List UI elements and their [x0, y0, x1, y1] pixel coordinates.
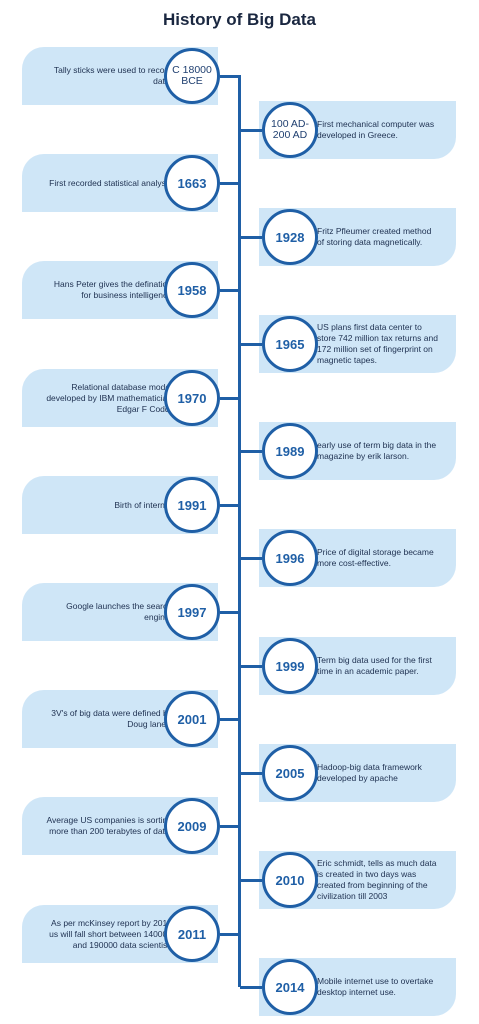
event-description: early use of term big data in the magazi…	[317, 440, 437, 461]
year-circle: 2010	[262, 852, 318, 908]
timeline-axis	[238, 75, 241, 987]
year-circle: 1989	[262, 423, 318, 479]
year-circle: 2005	[262, 745, 318, 801]
year-circle: 2011	[164, 906, 220, 962]
year-circle: 2014	[262, 959, 318, 1015]
event-year: 2010	[275, 872, 305, 888]
year-circle: 1965	[262, 316, 318, 372]
event-year: 100 AD-200 AD	[271, 118, 309, 141]
event-year: 1999	[275, 658, 305, 674]
year-circle: 1970	[164, 370, 220, 426]
event-year: 2005	[275, 765, 305, 781]
event-description: Relational database model developed by I…	[46, 381, 172, 414]
event-year: 1989	[275, 443, 305, 459]
connector-line	[220, 611, 240, 614]
year-circle: 1663	[164, 155, 220, 211]
connector-line	[220, 75, 240, 78]
connector-line	[240, 879, 262, 882]
event-description: Tally sticks were used to record data.	[53, 65, 172, 86]
event-description: Mobile internet use to overtake desktop …	[317, 976, 434, 997]
year-circle: 100 AD-200 AD	[262, 102, 318, 158]
connector-line	[240, 236, 262, 239]
connector-line	[220, 933, 240, 936]
connector-line	[240, 772, 262, 775]
connector-line	[220, 825, 240, 828]
event-description: Average US companies is sorting more tha…	[46, 815, 172, 836]
event-description: First recorded statistical analysis	[49, 177, 172, 188]
connector-line	[240, 129, 262, 132]
connector-line	[240, 986, 262, 989]
event-year: 1965	[275, 336, 305, 352]
event-description: Hans Peter gives the defination for busi…	[53, 279, 172, 300]
connector-line	[240, 343, 262, 346]
event-year: 2011	[177, 926, 207, 942]
event-description: Fritz Pfleumer created method of storing…	[317, 226, 432, 247]
event-year: 2014	[275, 979, 305, 995]
event-year: 1996	[275, 550, 305, 566]
event-description: Hadoop-big data framework developed by a…	[317, 762, 422, 783]
event-year: 2009	[177, 818, 207, 834]
year-circle: 1958	[164, 262, 220, 318]
event-year: 1970	[177, 390, 207, 406]
event-description: First mechanical computer was developed …	[317, 119, 435, 140]
event-description: As per mcKinsey report by 2018 us will f…	[49, 917, 172, 950]
event-description: US plans first data center to store 742 …	[317, 322, 438, 365]
event-description: Eric schmidt, tells as much data is crea…	[317, 858, 437, 901]
event-description: Google launches the search engine.	[66, 601, 172, 622]
connector-line	[240, 557, 262, 560]
event-year: 1928	[275, 229, 305, 245]
connector-line	[240, 665, 262, 668]
event-description: Price of digital storage became more cos…	[317, 547, 434, 568]
year-circle: 1928	[262, 209, 318, 265]
year-circle: 1996	[262, 530, 318, 586]
year-circle: C 18000 BCE	[164, 48, 220, 104]
event-description: Term big data used for the first time in…	[317, 655, 432, 676]
connector-line	[220, 397, 240, 400]
page-title: History of Big Data	[162, 10, 317, 29]
year-circle: 1997	[164, 584, 220, 640]
connector-line	[240, 450, 262, 453]
event-year: 1958	[177, 282, 207, 298]
event-description: 3V's of big data were defined by Doug la…	[51, 708, 172, 729]
event-year: 1991	[177, 497, 207, 513]
connector-line	[220, 182, 240, 185]
connector-line	[220, 718, 240, 721]
event-year: 2001	[177, 711, 207, 727]
year-circle: 2001	[164, 691, 220, 747]
year-circle: 2009	[164, 798, 220, 854]
event-year: C 18000 BCE	[172, 64, 212, 87]
event-year: 1663	[177, 175, 207, 191]
year-circle: 1991	[164, 477, 220, 533]
event-description: Birth of internet	[114, 499, 172, 510]
event-year: 1997	[177, 604, 207, 620]
year-circle: 1999	[262, 638, 318, 694]
connector-line	[220, 504, 240, 507]
connector-line	[220, 289, 240, 292]
